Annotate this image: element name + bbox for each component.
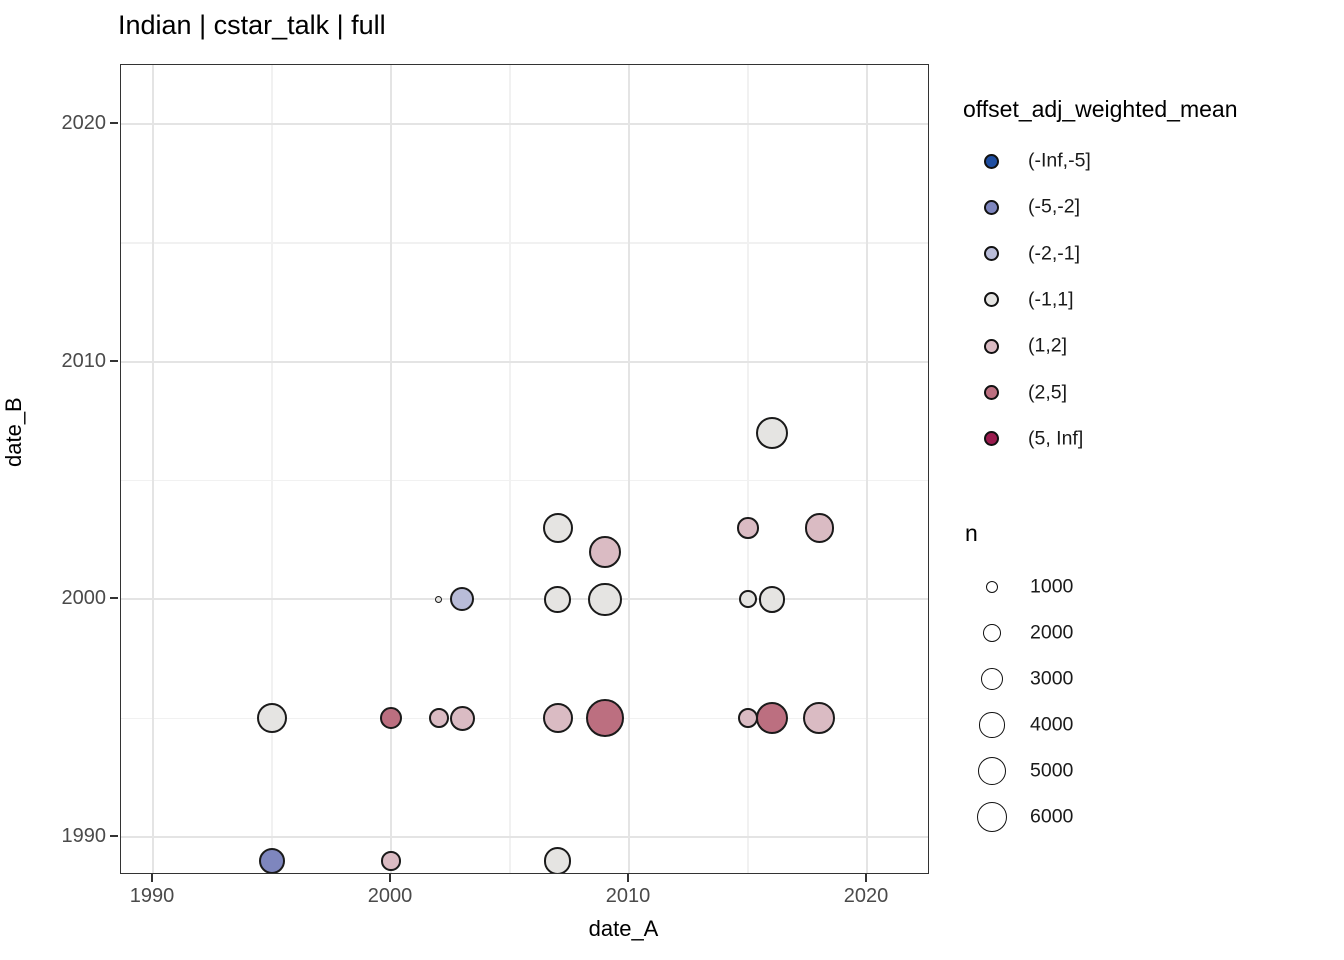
data-point [737, 517, 759, 539]
data-point [739, 590, 757, 609]
x-tick-mark [627, 874, 629, 882]
color-legend-swatch [983, 292, 999, 308]
data-point [449, 705, 476, 731]
plot-panel [120, 64, 929, 874]
data-point [258, 847, 286, 873]
y-tick-label: 2020 [61, 112, 107, 134]
data-point [803, 702, 836, 735]
data-point [450, 587, 475, 612]
x-axis-title: date_A [588, 916, 659, 941]
y-tick-mark [110, 122, 118, 124]
gridline-horizontal [121, 836, 928, 839]
data-point [428, 708, 449, 729]
data-point [542, 513, 573, 544]
color-legend-swatch [983, 246, 999, 262]
data-point [543, 847, 572, 873]
data-point [804, 513, 835, 543]
x-tick-label: 2010 [605, 885, 651, 907]
color-legend-label: (1,2] [1028, 334, 1068, 357]
y-tick-mark [110, 597, 118, 600]
y-axis-title: date_B [1, 397, 26, 467]
x-tick-mark [865, 874, 867, 882]
data-point [380, 707, 402, 730]
data-point [758, 586, 786, 613]
y-tick-label: 1990 [61, 825, 107, 848]
color-legend-swatch [983, 385, 999, 400]
gridline-horizontal [121, 123, 928, 125]
y-tick-label: 2000 [61, 587, 107, 610]
size-legend-circle [977, 756, 1007, 786]
data-point [542, 703, 573, 734]
size-legend-label: 4000 [1030, 713, 1074, 736]
gridline-vertical [271, 65, 273, 873]
y-tick-mark [110, 835, 118, 838]
data-point [755, 702, 788, 735]
gridline-horizontal [121, 360, 928, 363]
x-tick-mark [389, 874, 391, 882]
gridline-horizontal [121, 242, 928, 244]
size-legend-circle [979, 712, 1005, 738]
x-tick-label: 2020 [843, 885, 889, 907]
y-tick-mark [110, 359, 118, 362]
gridline-vertical [747, 65, 749, 873]
x-tick-label: 2000 [367, 885, 413, 907]
size-legend-label: 2000 [1030, 621, 1074, 644]
color-legend-label: (5, Inf] [1028, 427, 1084, 450]
data-point [588, 582, 622, 617]
size-legend-circle [981, 668, 1003, 690]
color-legend-label: (2,5] [1028, 381, 1068, 403]
size-legend-label: 5000 [1030, 759, 1074, 782]
color-legend-swatch [983, 199, 999, 215]
size-legend-label: 6000 [1030, 805, 1074, 828]
gridline-horizontal [121, 598, 928, 601]
color-legend-swatch [983, 431, 999, 447]
color-legend-swatch [983, 153, 999, 169]
size-legend-circle [985, 580, 999, 594]
size-legend-title: n [965, 520, 978, 546]
data-point [738, 708, 758, 729]
gridline-vertical [390, 65, 392, 873]
color-legend-title: offset_adj_weighted_mean [963, 96, 1238, 122]
data-point [434, 595, 443, 604]
gridline-vertical [152, 65, 154, 873]
y-tick-label: 2010 [61, 349, 107, 372]
color-legend-swatch [983, 338, 999, 354]
size-legend-circle [976, 801, 1008, 833]
data-point [257, 703, 287, 734]
color-legend-label: (-1,1] [1028, 288, 1074, 311]
data-point [544, 586, 571, 613]
x-tick-mark [151, 874, 153, 882]
color-legend-label: (-5,-2] [1028, 195, 1081, 218]
size-legend-label: 1000 [1030, 575, 1074, 598]
data-point [755, 417, 788, 449]
gridline-horizontal [121, 479, 928, 482]
size-legend-circle [983, 624, 1001, 642]
data-point [586, 699, 625, 738]
gridline-vertical [509, 65, 511, 873]
data-point [381, 851, 401, 871]
data-point [589, 535, 622, 568]
gridline-vertical [866, 65, 868, 873]
gridline-horizontal [121, 717, 928, 719]
size-legend-label: 3000 [1030, 667, 1074, 690]
plot-title: Indian | cstar_talk | full [118, 10, 386, 40]
color-legend-label: (-2,-1] [1028, 242, 1081, 265]
x-tick-label: 1990 [129, 885, 175, 907]
gridline-vertical [628, 65, 630, 873]
color-legend-label: (-Inf,-5] [1028, 149, 1091, 172]
